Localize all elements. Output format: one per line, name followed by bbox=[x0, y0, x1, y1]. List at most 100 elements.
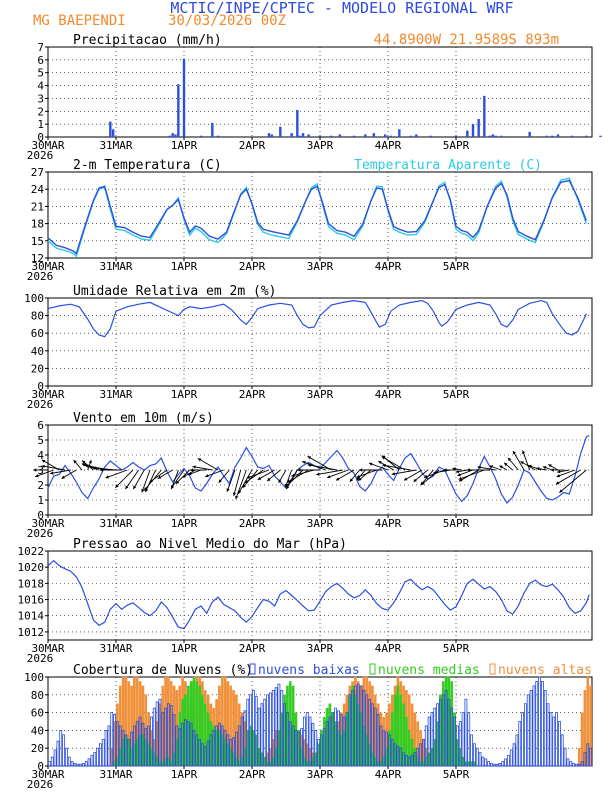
cloud-bar-low bbox=[271, 689, 275, 767]
precip-bar bbox=[318, 135, 322, 137]
wind-vector-head bbox=[82, 460, 86, 464]
cloud-bar-low bbox=[138, 716, 142, 767]
temp-ytick-label: 27 bbox=[31, 166, 44, 179]
cloud-bar-low bbox=[317, 738, 321, 767]
rh-xtick-label: 3APR bbox=[307, 388, 334, 401]
cloud-bar-low bbox=[141, 722, 145, 767]
cloud-bar-low bbox=[492, 763, 496, 767]
temp-xtick-label: 2APR bbox=[239, 260, 266, 273]
precip-bar bbox=[551, 135, 554, 137]
wind-vector-head bbox=[73, 460, 77, 464]
cloud-bar-low bbox=[481, 756, 485, 767]
cloud-bar-low bbox=[84, 761, 88, 767]
cloud-bar-low bbox=[515, 734, 519, 767]
cloud-bar-low bbox=[48, 761, 51, 767]
wind-series-line bbox=[47, 434, 590, 504]
wind-vector bbox=[335, 469, 355, 481]
precip-bar bbox=[415, 134, 418, 137]
precip-bar bbox=[599, 135, 602, 137]
wind-vector-head bbox=[144, 487, 148, 491]
precip-bar bbox=[211, 122, 214, 137]
cloud-legend-high: nuvens altas bbox=[498, 663, 592, 678]
cloud-bar-low bbox=[132, 725, 136, 767]
cloud-bar-low bbox=[212, 730, 216, 767]
wind-vector-head bbox=[88, 460, 92, 464]
cloud-bar-low bbox=[526, 694, 530, 767]
cloud-bar-low bbox=[396, 746, 400, 767]
cloud-bar-low bbox=[498, 762, 502, 767]
cloud-bar-low bbox=[96, 747, 99, 767]
cloud-bar-low bbox=[99, 743, 102, 767]
cloud-bar-low bbox=[232, 737, 235, 767]
cloud-bar-low bbox=[274, 687, 278, 767]
pressure-ytick-label: 1018 bbox=[18, 577, 45, 590]
cloud-bar-low bbox=[413, 752, 417, 767]
wind-vector-head bbox=[291, 473, 295, 477]
clouds-ytick-label: 100 bbox=[24, 671, 44, 684]
wind-vector-head bbox=[455, 469, 459, 474]
header-coords: 44.8900W 21.9589S 893m bbox=[374, 32, 559, 48]
wind-vector-head bbox=[307, 463, 311, 467]
precip-bar bbox=[301, 133, 305, 137]
cloud-bar-low bbox=[322, 728, 326, 767]
cloud-bar-low bbox=[291, 725, 295, 767]
wind-vector-head bbox=[175, 480, 180, 484]
wind-vector-head bbox=[226, 488, 230, 492]
pressure-ytick-label: 1014 bbox=[18, 610, 45, 623]
cloud-bar-low bbox=[410, 754, 414, 767]
wind-vector-head bbox=[244, 479, 249, 483]
header-title: MCTIC/INPE/CPTEC - MODELO REGIONAL WRF bbox=[170, 0, 513, 17]
cloud-bar-low bbox=[538, 676, 541, 767]
precip-xtick-label: 3APR bbox=[307, 139, 334, 152]
precip-bar bbox=[500, 135, 503, 137]
cloud-bar-low bbox=[543, 689, 547, 767]
cloud-bar-low bbox=[370, 703, 374, 767]
cloud-bar-low bbox=[436, 703, 440, 767]
wind-vector-head bbox=[286, 483, 290, 487]
cloud-bar-low bbox=[297, 731, 301, 767]
cloud-bar-low bbox=[535, 681, 539, 767]
wind-ytick-label: 6 bbox=[37, 419, 44, 432]
wind-vector-head bbox=[278, 479, 282, 483]
temp-title: 2-m Temperatura (C) bbox=[73, 158, 222, 173]
wind-vector-head bbox=[205, 474, 209, 478]
pressure-title: Pressao ao Nivel Medio do Mar (hPa) bbox=[73, 537, 347, 552]
wind-vector bbox=[41, 465, 66, 471]
wind-vector bbox=[307, 464, 338, 471]
clouds-xtick-label: 4APR bbox=[375, 768, 402, 781]
precip-bar bbox=[454, 135, 458, 137]
wind-vector-head bbox=[336, 477, 340, 481]
cloud-bar-low bbox=[130, 731, 133, 767]
wind-vector-head bbox=[99, 468, 103, 472]
cloud-bar-low bbox=[257, 707, 261, 767]
cloud-bar-low bbox=[135, 721, 139, 767]
cloud-bar-low bbox=[433, 707, 437, 767]
precip-ytick-label: 4 bbox=[37, 80, 44, 93]
wind-vector-head bbox=[242, 484, 246, 488]
cloud-bar-low bbox=[501, 761, 505, 767]
wind-vector-head bbox=[192, 465, 196, 469]
cloud-legend-low: nuvens baixas bbox=[258, 663, 360, 678]
cloud-bar-low bbox=[186, 721, 190, 767]
cloud-bar-low bbox=[385, 731, 389, 767]
pressure-year-label: 2026 bbox=[27, 652, 54, 665]
wind-xtick-label: 31MAR bbox=[99, 517, 132, 530]
cloud-bar-low bbox=[59, 730, 63, 767]
wind-xtick-label: 2APR bbox=[239, 517, 266, 530]
cloud-bar-low bbox=[79, 763, 82, 767]
cloud-bar-low bbox=[263, 698, 267, 767]
pressure-xtick-label: 5APR bbox=[443, 642, 470, 655]
precip-bar bbox=[488, 135, 492, 137]
precip-bar bbox=[177, 84, 180, 137]
precip-bar bbox=[330, 135, 333, 137]
precip-bar bbox=[168, 135, 172, 137]
wind-vector bbox=[149, 469, 168, 483]
rh-ytick-label: 100 bbox=[24, 292, 44, 305]
cloud-bar-low bbox=[572, 762, 575, 767]
cloud-bar-low bbox=[144, 728, 148, 767]
cloud-bar-low bbox=[365, 694, 369, 767]
precip-bar bbox=[290, 133, 293, 137]
cloud-bar-low bbox=[373, 707, 377, 767]
wind-vector bbox=[316, 469, 343, 476]
